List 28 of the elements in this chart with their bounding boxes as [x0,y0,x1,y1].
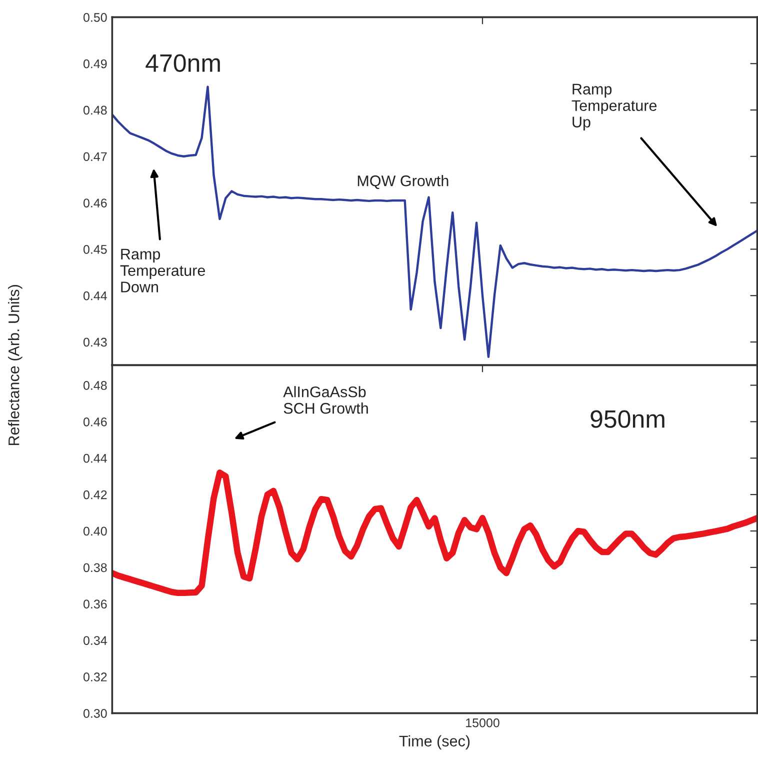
y-axis-title: Reflectance (Arb. Units) [8,285,22,446]
y-tick-label: 0.30 [83,708,107,718]
x-tick-label: 15000 [466,718,500,728]
y-tick-label: 0.47 [83,152,107,162]
y-tick-label: 0.46 [83,417,107,426]
annotation: Ramp Temperature Up [572,84,657,130]
y-tick-label: 0.44 [83,291,107,300]
y-tick-label: 0.43 [83,338,107,347]
line-series [112,86,758,358]
y-tick-label: 0.50 [83,13,107,22]
y-tick-label: 0.38 [83,563,107,572]
y-tick-label: 0.32 [83,672,107,682]
annotation: AlInGaAsSb SCH Growth [283,386,368,414]
annotation: 950nm [590,410,664,428]
y-tick-label: 0.40 [83,526,107,536]
y-tick-label: 0.36 [83,600,107,609]
annotation: 470nm [146,54,220,72]
y-tick-label: 0.48 [83,381,107,390]
annotation: MQW Growth [358,175,448,189]
y-tick-label: 0.34 [83,636,107,645]
y-tick-label: 0.42 [83,490,107,500]
annotation: Ramp Temperature Down [120,248,206,292]
y-tick-label: 0.46 [83,198,107,208]
y-tick-label: 0.45 [83,245,107,254]
y-tick-label: 0.49 [83,59,107,68]
y-tick-label: 0.44 [83,454,107,463]
y-tick-label: 0.48 [83,106,107,115]
x-axis-title: Time (sec) [399,735,470,750]
